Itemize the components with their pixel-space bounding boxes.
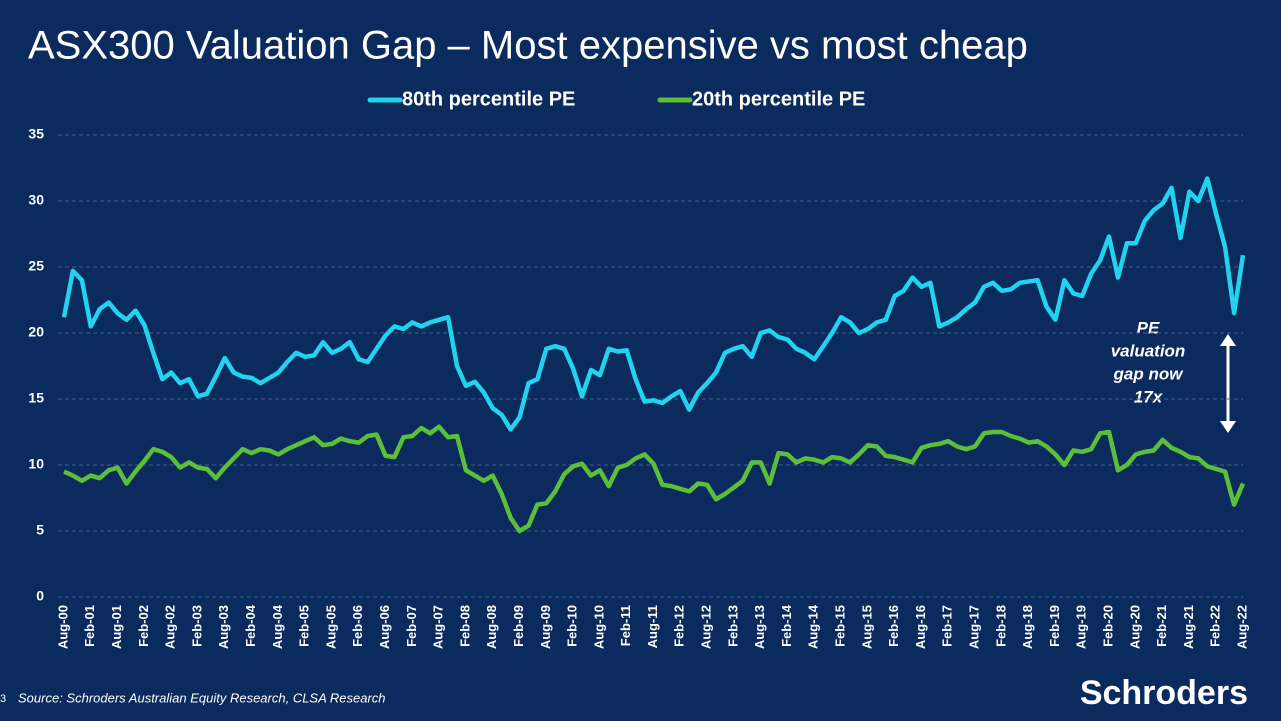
x-tick-label: Feb-21 [1154,605,1169,647]
x-tick-label: Feb-06 [350,605,365,647]
series-line [61,176,1246,432]
x-tick-label: Aug-09 [538,605,553,649]
x-tick-label: Feb-08 [457,605,472,647]
x-tick-label: Feb-09 [511,605,526,647]
x-tick-label: Aug-10 [591,605,606,649]
x-tick-label: Aug-01 [109,605,124,649]
x-tick-label: Feb-22 [1208,605,1223,647]
x-tick-label: Aug-12 [699,605,714,649]
x-tick-label: Aug-04 [270,604,285,649]
x-tick-label: Feb-03 [189,605,204,647]
x-tick-label: Aug-17 [966,605,981,649]
y-tick-label: 10 [28,456,44,472]
x-tick-label: Aug-02 [163,605,178,649]
x-tick-label: Feb-14 [779,604,794,647]
x-tick-label: Aug-06 [377,605,392,649]
arrow-head [1220,421,1236,433]
x-tick-label: Feb-11 [618,605,633,646]
y-tick-label: 25 [28,258,44,274]
x-tick-label: Aug-21 [1181,605,1196,649]
x-tick-label: Feb-04 [243,604,258,647]
y-tick-label: 0 [36,588,44,604]
x-tick-label: Aug-05 [323,605,338,649]
annotation: PE valuation gap now 17x [1111,318,1186,406]
legend-label: 20th percentile PE [692,88,865,110]
x-tick-label: Aug-16 [913,605,928,649]
x-tick-label: Feb-15 [833,605,848,647]
x-tick-label: Aug-08 [484,605,499,649]
x-tick-label: Feb-01 [82,605,97,647]
chart-title: ASX300 Valuation Gap – Most expensive vs… [28,24,1028,68]
annotation-line: 17x [1134,387,1164,406]
x-tick-label: Aug-07 [431,605,446,649]
x-tick-label: Aug-15 [859,605,874,649]
x-tick-label: Aug-19 [1074,605,1089,649]
x-tick-label: Aug-22 [1234,605,1249,649]
x-tick-label: Feb-10 [565,605,580,647]
x-tick-label: Feb-07 [404,605,419,647]
y-tick-label: 15 [28,390,44,406]
x-tick-label: Aug-11 [645,605,660,648]
source-note: Source: Schroders Australian Equity Rese… [18,690,386,705]
legend-label: 80th percentile PE [402,88,575,110]
x-tick-label: Aug-00 [55,605,70,649]
x-tick-label: Aug-18 [1020,605,1035,649]
annotation-line: valuation [1111,341,1186,360]
x-tick-label: Feb-18 [993,605,1008,647]
x-tick-label: Feb-20 [1100,605,1115,647]
annotation-line: gap now [1113,364,1185,383]
x-tick-label: Feb-02 [136,605,151,647]
y-tick-label: 35 [28,126,44,142]
y-tick-label: 20 [28,324,44,340]
x-tick-label: Feb-17 [940,605,955,647]
x-tick-label: Aug-14 [806,604,821,649]
gap-arrow [1220,334,1236,433]
y-tick-label: 30 [28,192,44,208]
annotation-line: PE [1137,318,1160,337]
series-line [63,424,1246,534]
arrow-head [1220,334,1236,346]
x-tick-label: Feb-19 [1047,605,1062,647]
x-tick-label: Feb-13 [725,605,740,647]
x-tick-label: Aug-20 [1127,605,1142,649]
x-tick-label: Aug-13 [752,605,767,649]
brand-logo: Schroders [1080,674,1248,712]
page-number: 3 [0,693,6,705]
x-tick-label: Aug-03 [216,605,231,649]
y-tick-label: 5 [36,522,44,538]
x-tick-label: Feb-05 [297,605,312,647]
x-tick-label: Feb-16 [886,605,901,647]
x-tick-label: Feb-12 [672,605,687,647]
